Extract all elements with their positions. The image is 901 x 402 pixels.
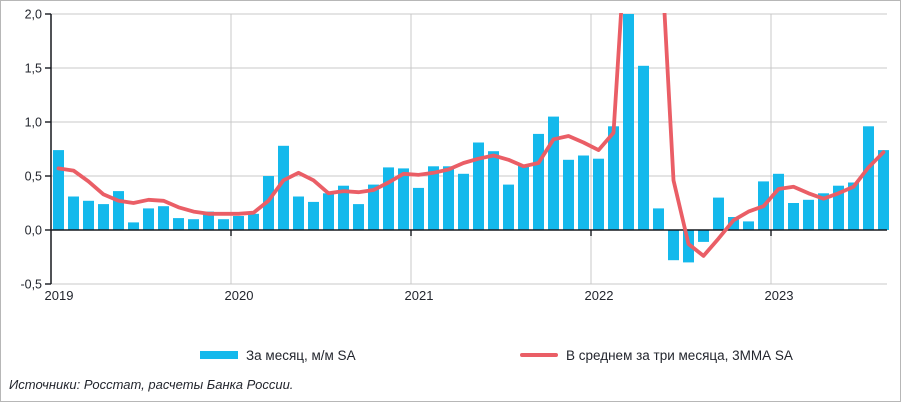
- y-tick-label: 0,5: [25, 170, 42, 184]
- bar: [83, 200, 94, 230]
- bar: [818, 193, 829, 230]
- bar: [353, 204, 364, 230]
- bar: [668, 230, 679, 261]
- line-series-swatch: [520, 353, 558, 357]
- bar-series: [53, 14, 889, 263]
- bar: [638, 65, 649, 230]
- bar: [653, 208, 664, 230]
- bar: [488, 151, 499, 230]
- bar: [338, 185, 349, 230]
- chart-area: 2,0 1,5 1,0 0,5 0,0 -0,5 2019 2020 2021 2022 2023: [1, 1, 900, 331]
- bar: [368, 184, 379, 230]
- bar: [458, 173, 469, 230]
- bar: [803, 199, 814, 230]
- bar: [113, 191, 124, 230]
- bar: [773, 173, 784, 230]
- bar: [698, 230, 709, 242]
- bar: [878, 150, 889, 230]
- bar: [563, 159, 574, 230]
- bar: [623, 14, 634, 230]
- y-tick-label: 1,5: [25, 62, 42, 76]
- bar: [713, 197, 724, 230]
- bar: [143, 208, 154, 230]
- bar: [203, 211, 214, 230]
- bar: [593, 158, 604, 230]
- bar: [293, 196, 304, 230]
- legend-label-3mma: В среднем за три месяца, 3ММА SA: [566, 347, 793, 363]
- y-tick-label: 0,0: [25, 224, 42, 238]
- bar: [308, 201, 319, 230]
- bar: [218, 219, 229, 230]
- bar: [158, 206, 169, 230]
- bar: [173, 218, 184, 230]
- bar: [323, 193, 334, 230]
- bar: [398, 168, 409, 230]
- x-tick-label: 2021: [405, 288, 434, 303]
- bar: [473, 142, 484, 230]
- bar: [428, 166, 439, 230]
- bar: [53, 150, 64, 230]
- bar-series-swatch: [200, 351, 238, 359]
- bar: [68, 196, 79, 230]
- bar: [608, 126, 619, 230]
- bar: [548, 116, 559, 230]
- bar: [503, 184, 514, 230]
- legend-label-monthly: За месяц, м/м SA: [246, 347, 356, 363]
- y-tick-label: -0,5: [20, 278, 42, 292]
- bar: [233, 216, 244, 230]
- legend-item-3mma: В среднем за три месяца, 3ММА SA: [520, 347, 793, 363]
- x-tick-label: 2022: [585, 288, 614, 303]
- bar: [863, 126, 874, 230]
- bar: [383, 167, 394, 230]
- bar: [578, 155, 589, 230]
- bar: [413, 187, 424, 230]
- bar: [248, 213, 259, 230]
- bar: [278, 145, 289, 230]
- bar: [728, 217, 739, 230]
- bar: [518, 165, 529, 230]
- bar: [98, 204, 109, 230]
- x-tick-label: 2023: [765, 288, 794, 303]
- bar: [743, 221, 754, 230]
- legend-item-monthly: За месяц, м/м SA: [200, 347, 356, 363]
- bar: [188, 219, 199, 230]
- bar: [128, 222, 139, 230]
- ma-line: [56, 13, 886, 258]
- x-tick-label: 2020: [225, 288, 254, 303]
- y-tick-label: 1,0: [25, 116, 42, 130]
- y-tick-label: 2,0: [25, 8, 42, 22]
- bar: [788, 203, 799, 230]
- bar: [833, 185, 844, 230]
- bar: [443, 166, 454, 230]
- bar: [848, 182, 859, 230]
- bar: [533, 133, 544, 230]
- x-tick-label: 2019: [45, 288, 74, 303]
- source-note: Источники: Росстат, расчеты Банка России…: [9, 377, 294, 392]
